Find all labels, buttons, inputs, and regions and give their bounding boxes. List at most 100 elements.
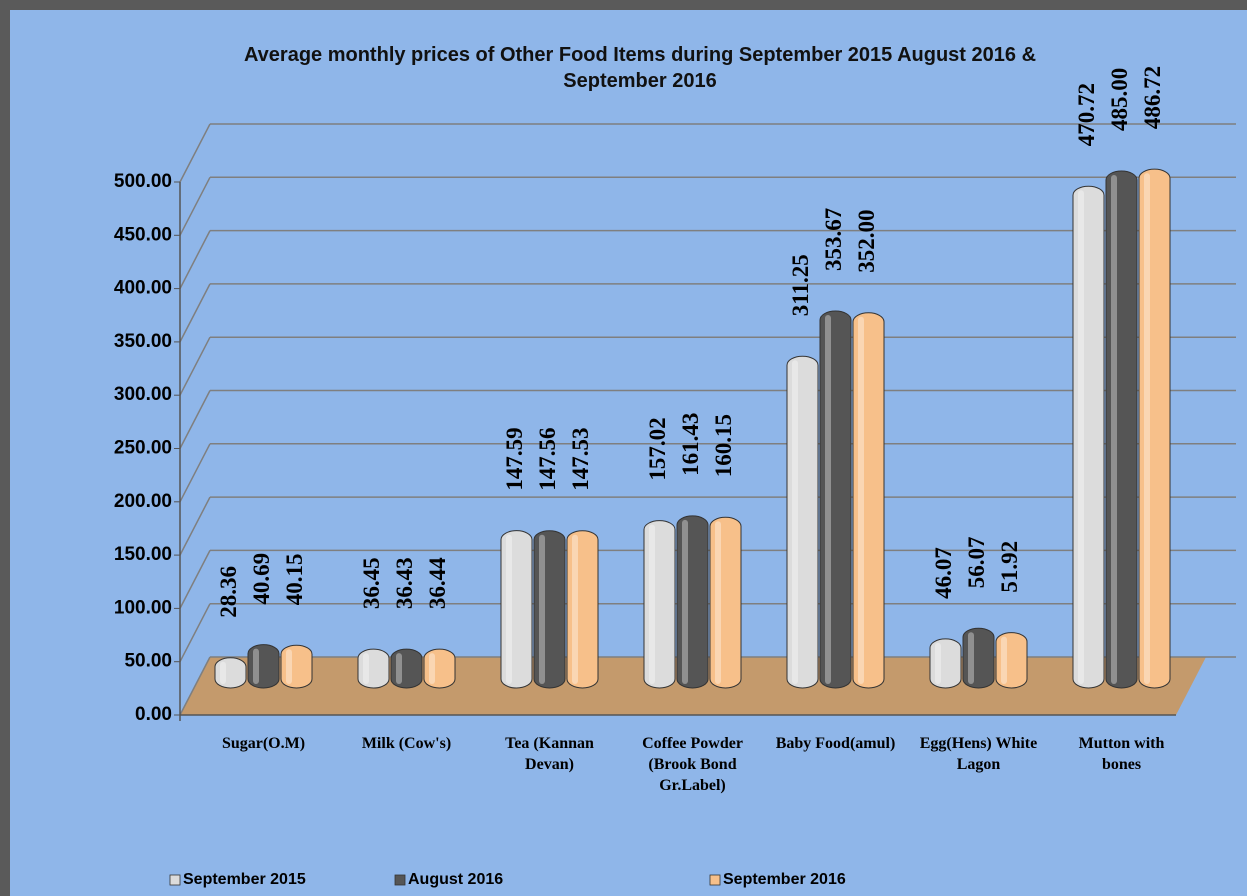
value-label: 147.56 [535, 427, 560, 490]
bar-shade [539, 534, 545, 684]
x-tick-label: Sugar(O.M) [221, 735, 306, 752]
y-tick-label: 50.00 [124, 651, 172, 672]
bar [357, 648, 390, 689]
value-label: 51.92 [997, 541, 1022, 593]
bar-shade [396, 653, 402, 684]
x-tick-label: Tea (Kannan Devan) [505, 735, 594, 773]
y-tick-label: 150.00 [114, 544, 172, 565]
bar [962, 627, 995, 689]
bar [1105, 170, 1138, 689]
y-tick-label: 250.00 [114, 438, 172, 459]
chart-area [10, 10, 1247, 896]
x-tick-label: Coffee Powder (Brook Bond Gr.Label) [642, 735, 743, 794]
value-label: 147.53 [568, 427, 593, 490]
bar-shade [715, 521, 721, 684]
bar-shade [935, 642, 941, 684]
value-label: 311.25 [788, 254, 813, 316]
bar [500, 530, 533, 689]
value-label: 352.00 [854, 210, 879, 273]
bar [1138, 168, 1171, 689]
value-label: 40.69 [249, 553, 274, 605]
bar-shade [682, 519, 688, 684]
bar-shade [429, 653, 435, 684]
legend-marker [709, 874, 721, 886]
value-label: 28.36 [216, 566, 241, 618]
chart-title: Average monthly prices of Other Food Ite… [243, 44, 1037, 92]
bar [709, 516, 742, 689]
y-tick-label: 100.00 [114, 597, 172, 618]
bar-shade [1144, 173, 1150, 684]
grid-line [179, 390, 211, 449]
value-label: 353.67 [821, 208, 846, 271]
value-label: 486.72 [1140, 66, 1165, 129]
y-tick-label: 200.00 [114, 491, 172, 512]
bar-shade [1001, 636, 1007, 684]
y-tick-label: 500.00 [114, 171, 172, 192]
x-tick-label: Mutton with bones [1078, 735, 1165, 773]
bar-shade [572, 534, 578, 684]
y-tick-label: 0.00 [135, 704, 172, 725]
bar [214, 657, 247, 689]
bar-shade [363, 653, 369, 684]
grid-line [179, 230, 211, 289]
grid-line [179, 496, 211, 556]
bar [566, 530, 599, 689]
bar [390, 648, 423, 689]
value-label: 470.72 [1074, 83, 1099, 146]
bar [786, 355, 819, 689]
bar-shade [253, 648, 259, 684]
bar [643, 520, 676, 689]
grid-line [179, 176, 211, 236]
value-label: 36.44 [425, 557, 450, 609]
value-label: 485.00 [1107, 68, 1132, 131]
y-tick-label: 300.00 [114, 384, 172, 405]
bar-shade [220, 661, 226, 684]
value-label: 157.02 [645, 417, 670, 480]
bar [533, 530, 566, 689]
legend-label: September 2015 [183, 871, 306, 888]
legend-label: September 2016 [723, 871, 846, 888]
value-label: 46.07 [931, 547, 956, 599]
x-tick-label: Baby Food(amul) [775, 735, 896, 752]
bar [929, 638, 962, 689]
bar [995, 632, 1028, 689]
bar [1072, 185, 1105, 689]
bar-shade [792, 360, 798, 684]
grid-line [179, 550, 211, 609]
bar-shade [825, 314, 831, 684]
y-tick-label: 350.00 [114, 331, 172, 352]
value-label: 36.45 [359, 557, 384, 609]
value-label: 36.43 [392, 557, 417, 609]
bar-shade [1111, 174, 1117, 685]
bar [423, 648, 456, 689]
value-label: 40.15 [282, 553, 307, 605]
grid-line [179, 123, 211, 183]
grid-line [179, 336, 211, 396]
bar [676, 515, 709, 689]
bar [819, 310, 852, 689]
value-label: 161.43 [678, 413, 703, 476]
grid-line [179, 283, 211, 343]
value-label: 160.15 [711, 414, 736, 477]
y-tick-label: 400.00 [114, 278, 172, 299]
bar [852, 312, 885, 689]
bar-shade [649, 524, 655, 684]
bar [247, 644, 280, 689]
value-label: 56.07 [964, 536, 989, 588]
bar [280, 644, 313, 689]
grid-line [179, 603, 211, 663]
bar-shade [858, 316, 864, 684]
legend-marker [169, 874, 181, 886]
bar-shade [506, 534, 512, 684]
x-tick-label: Milk (Cow's) [361, 735, 452, 752]
value-label: 147.59 [502, 427, 527, 490]
grid-line [179, 443, 211, 503]
bar-shade [286, 649, 292, 684]
bar-shade [968, 632, 974, 684]
grid-line [179, 656, 211, 716]
bar-shade [1078, 190, 1084, 685]
legend-marker [394, 874, 406, 886]
legend-label: August 2016 [408, 871, 503, 888]
